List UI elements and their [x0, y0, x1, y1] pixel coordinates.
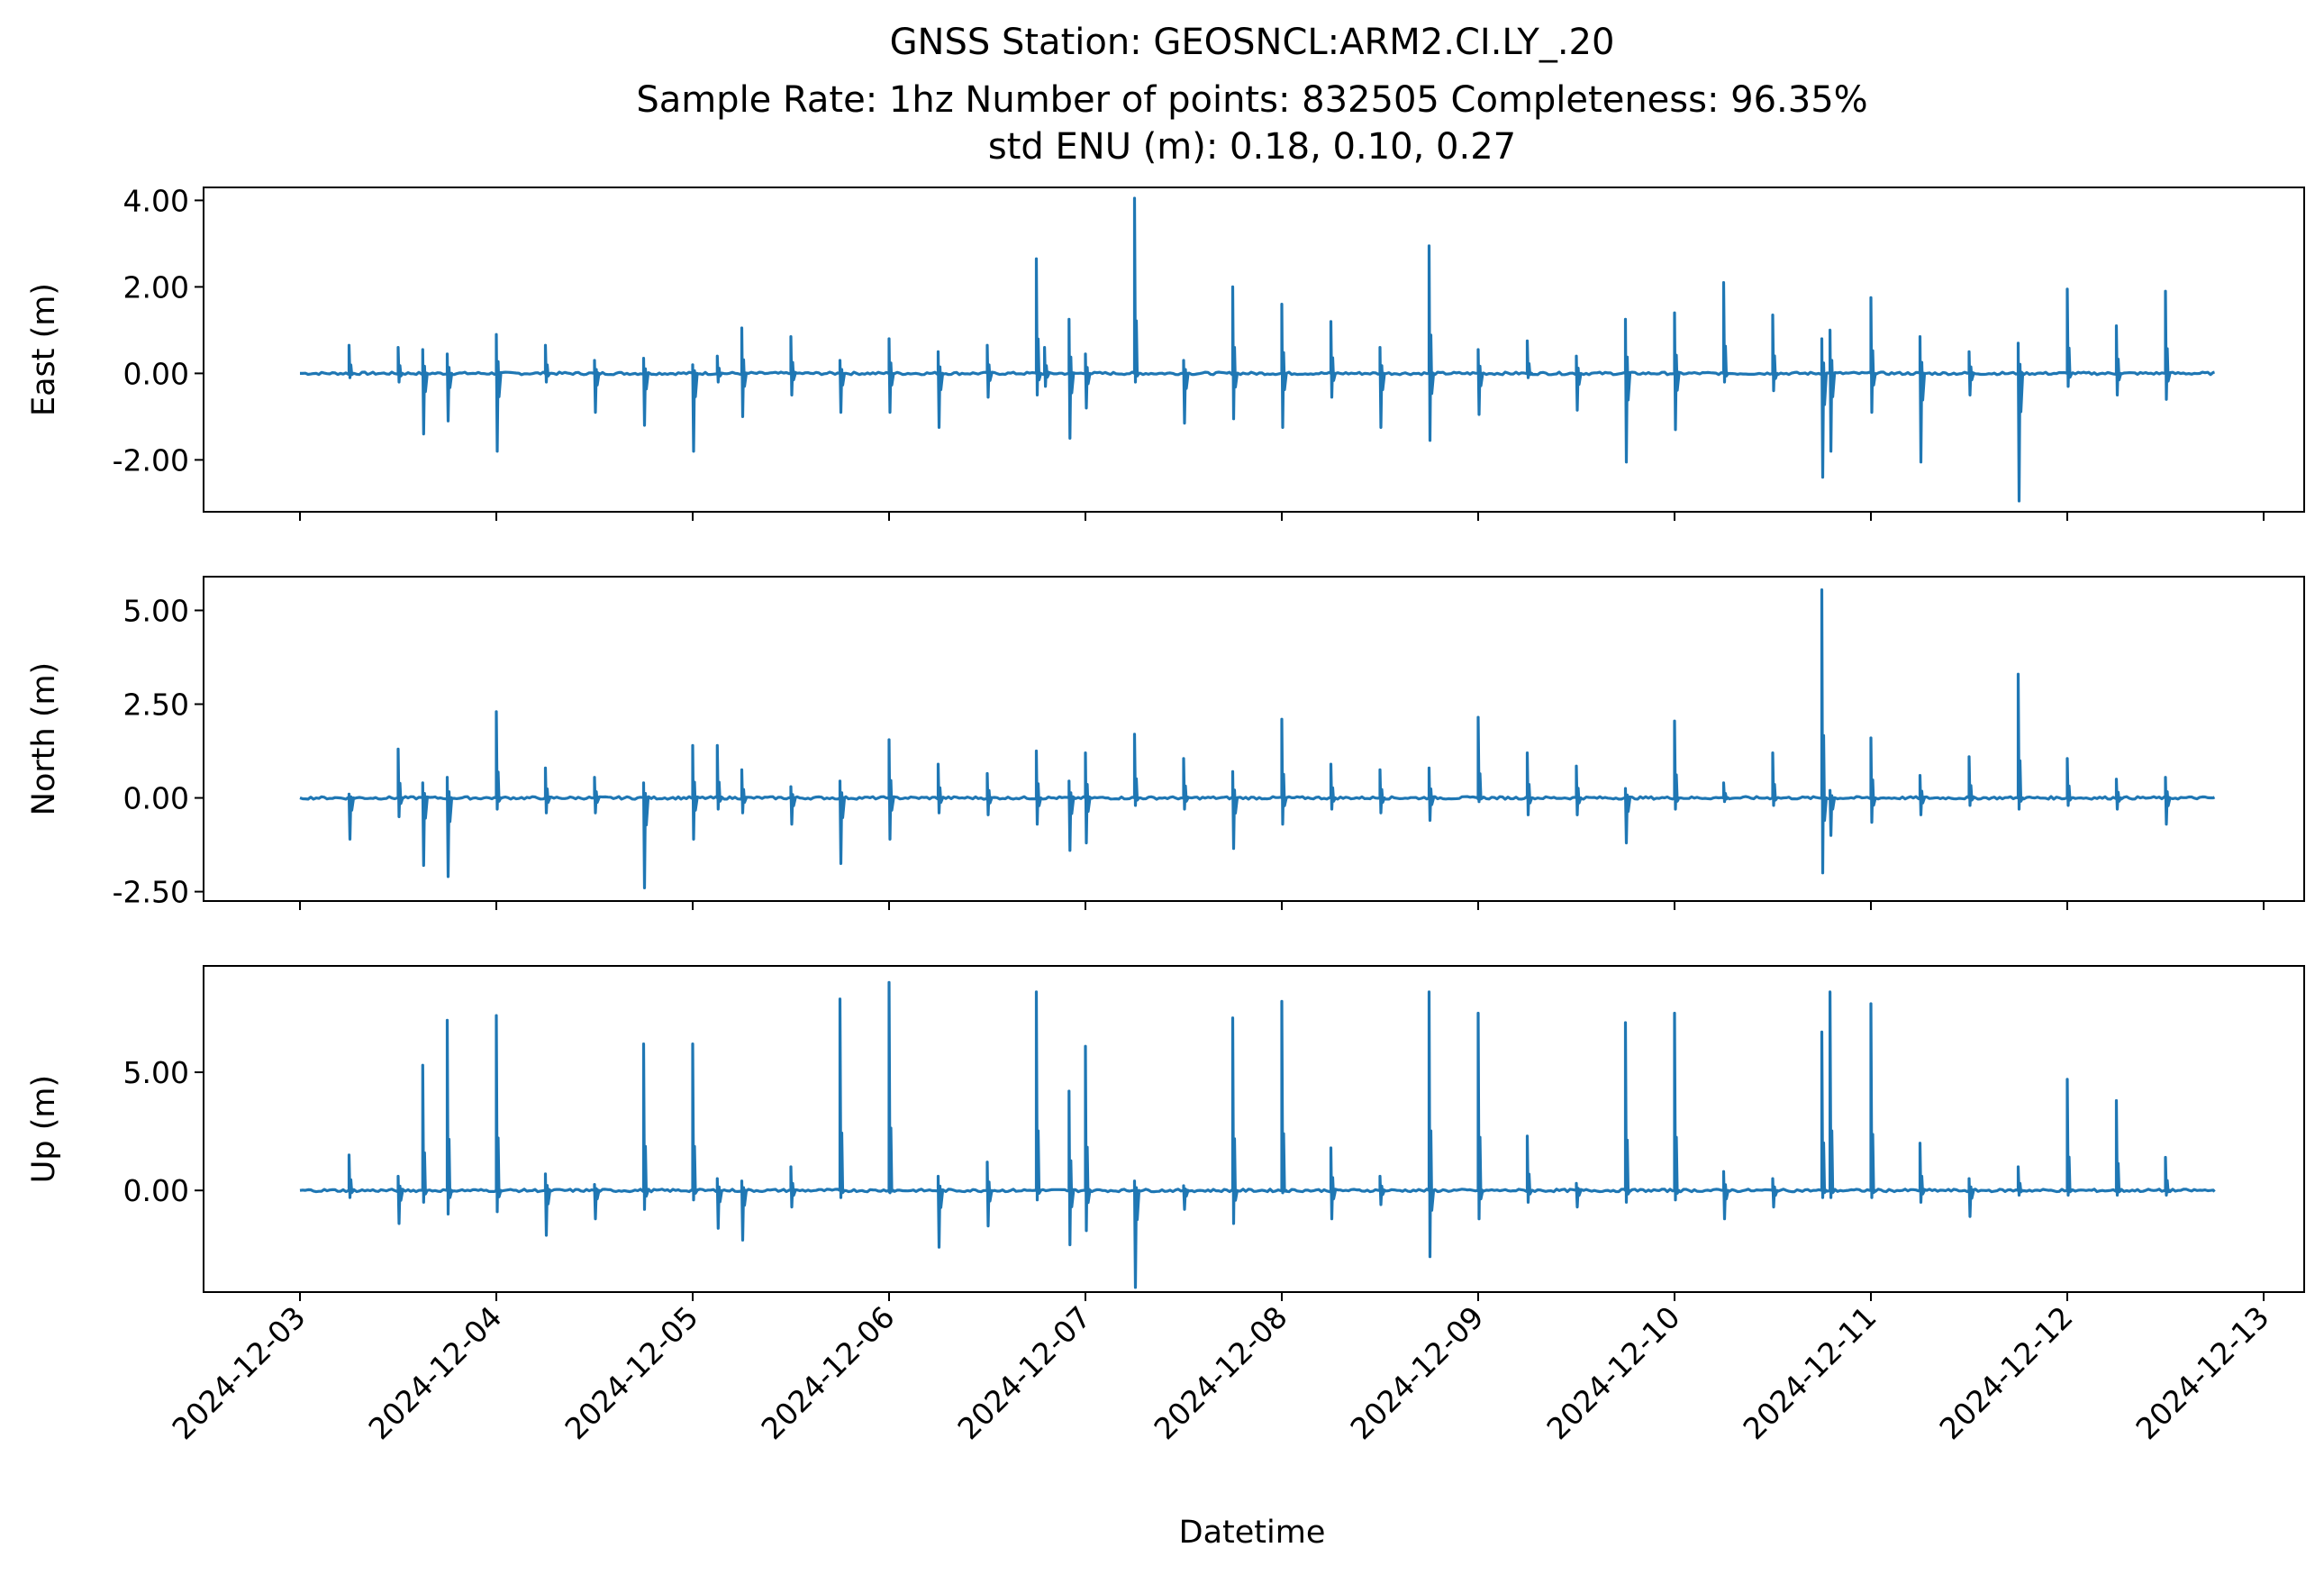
series-line-0 — [300, 196, 2215, 503]
axes-frame-2 — [203, 965, 2305, 1293]
y-tick-label-0-2: 0.00 — [123, 356, 189, 391]
y-tick-label-1-1: 2.50 — [123, 687, 189, 723]
y-tick-label-1-0: 5.00 — [123, 593, 189, 628]
y-tick-label-0-0: 4.00 — [123, 183, 189, 218]
x-axis-label: Datetime — [1179, 1515, 1326, 1551]
y-tick-label-1-3: -2.50 — [113, 875, 189, 910]
series-line-1 — [299, 588, 2216, 889]
y-axis-label-2: Up (m) — [26, 1075, 62, 1183]
axes-frame-1 — [203, 576, 2305, 902]
y-tick-label-0-1: 2.00 — [123, 269, 189, 305]
panel-1: 5.00 2.50 0.00 -2.50 North (m) — [26, 576, 2305, 910]
y-axis-label-0: East (m) — [26, 283, 62, 416]
y-tick-label-1-2: 0.00 — [123, 781, 189, 816]
y-axis-label-1: North (m) — [26, 662, 62, 815]
y-tick-label-0-3: -2.00 — [113, 442, 189, 478]
series-line-2 — [299, 980, 2216, 1289]
axes-frame-0 — [203, 187, 2305, 513]
y-tick-label-2-1: 0.00 — [123, 1173, 189, 1208]
chart-title-line-3: std ENU (m): 0.18, 0.10, 0.27 — [988, 126, 1516, 168]
chart-title-line-2: Sample Rate: 1hz Number of points: 83250… — [636, 79, 1867, 121]
panel-2: 5.00 0.00 Up (m) — [26, 965, 2305, 1301]
chart-title-line-1: GNSS Station: GEOSNCL:ARM2.CI.LY_.20 — [890, 22, 1615, 63]
y-tick-label-2-0: 5.00 — [123, 1055, 189, 1090]
panel-0: 4.00 2.00 0.00 -2.00 East (m) — [26, 183, 2305, 521]
